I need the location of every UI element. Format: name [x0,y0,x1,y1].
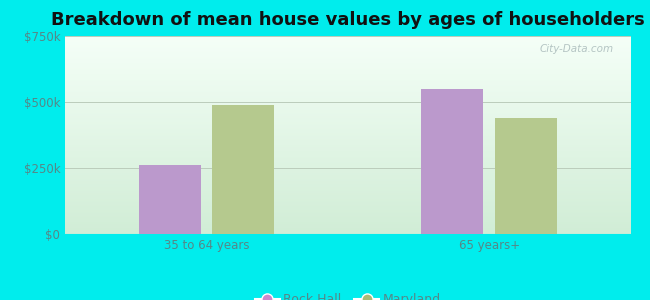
Bar [138,165,201,234]
Bar [212,105,274,234]
Title: Breakdown of mean house values by ages of householders: Breakdown of mean house values by ages o… [51,11,645,29]
Legend: Rock Hall, Maryland: Rock Hall, Maryland [250,288,446,300]
Text: City-Data.com: City-Data.com [540,44,614,54]
Bar [421,89,484,234]
Bar [495,118,557,234]
